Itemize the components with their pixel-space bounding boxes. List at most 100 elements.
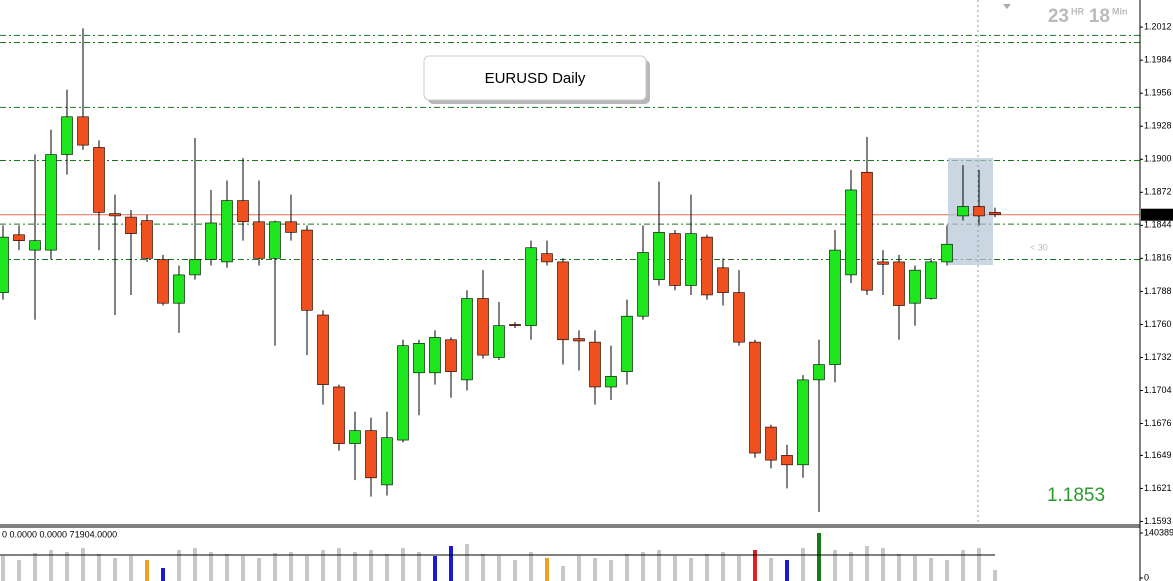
volume-bar — [177, 549, 181, 581]
y-tick-label: 1.1788 — [1144, 286, 1172, 296]
candle-body — [189, 259, 201, 276]
candle-body — [813, 364, 825, 381]
volume-bar — [17, 559, 21, 581]
candle-body — [541, 253, 553, 263]
candle-body — [365, 430, 377, 479]
volume-bar — [33, 552, 37, 581]
title-box: EURUSD Daily — [423, 55, 650, 104]
volume-bar — [705, 553, 709, 581]
candle-body — [749, 341, 761, 454]
candle-body — [621, 315, 633, 372]
candle-body — [525, 247, 537, 326]
last-price-tag — [1141, 208, 1173, 221]
candle-body — [797, 379, 809, 466]
y-tick-label: 1.1956 — [1144, 88, 1172, 98]
y-tick-label: 1.1621 — [1144, 483, 1172, 493]
volume-bar — [673, 556, 677, 581]
candle-body — [349, 430, 361, 444]
volume-bar — [161, 567, 165, 581]
candle-body — [173, 274, 185, 304]
y-tick-label: 1.1676 — [1144, 418, 1172, 428]
last-price-big: 1.1853 — [1047, 485, 1105, 506]
candle-body — [413, 343, 425, 374]
candle-body — [925, 261, 937, 299]
y-tick-label: 1.1760 — [1144, 319, 1172, 329]
candle-body — [909, 269, 921, 304]
volume-bar — [545, 557, 549, 581]
candle-body — [493, 325, 505, 358]
y-tick-label: 1.1593 — [1144, 516, 1172, 526]
volume-bar — [961, 549, 965, 581]
candle-body — [317, 314, 329, 385]
volume-bar — [513, 559, 517, 581]
candle-body — [205, 222, 217, 260]
shift-marker — [1003, 4, 1011, 9]
candle-body — [109, 213, 121, 217]
volume-bar — [257, 557, 261, 581]
candle-body — [429, 337, 441, 374]
candle-body — [509, 324, 521, 326]
volume-bar — [897, 553, 901, 581]
candle-body — [61, 116, 73, 155]
chart-title: EURUSD Daily — [485, 70, 586, 87]
volume-bar — [865, 546, 869, 581]
volume-bar — [129, 556, 133, 581]
candle-body — [973, 206, 985, 217]
candle-body — [477, 298, 489, 356]
candle-body — [989, 212, 1001, 216]
volume-bar — [449, 546, 453, 581]
candle-body — [445, 339, 457, 372]
y-tick-label: 1.1872 — [1144, 187, 1172, 197]
volume-bar — [993, 569, 997, 581]
volume-bar — [433, 556, 437, 581]
y-tick-label: 1.1928 — [1144, 121, 1172, 131]
volume-bar — [945, 559, 949, 581]
candle-body — [941, 243, 953, 263]
volume-bar — [817, 533, 821, 581]
title-panel — [423, 55, 647, 101]
candle-body — [381, 437, 393, 486]
y-tick-label: 1.1844 — [1144, 220, 1172, 230]
candle-body — [125, 216, 137, 234]
candle-body — [701, 236, 713, 296]
volume-bar — [1, 556, 5, 581]
volume-bar — [81, 547, 85, 581]
volume-bar — [49, 549, 53, 581]
timer-hours: 23 — [1048, 6, 1069, 27]
candle-body — [93, 147, 105, 213]
candle-body — [893, 261, 905, 306]
candle-body — [637, 252, 649, 317]
candle-body — [829, 249, 841, 365]
volume-bar — [385, 553, 389, 581]
candle-body — [461, 298, 473, 381]
volume-bar — [721, 552, 725, 581]
y-tick-label: 1.1732 — [1144, 352, 1172, 362]
candle-body — [157, 259, 169, 304]
volume-bar — [977, 547, 981, 581]
volume-bar — [785, 559, 789, 581]
candle-body — [29, 240, 41, 251]
volume-bar — [769, 557, 773, 581]
volume-bar — [849, 552, 853, 581]
candle-body — [717, 267, 729, 293]
candle-body — [253, 221, 265, 259]
volume-bar — [641, 552, 645, 581]
volume-bar — [97, 553, 101, 581]
candle-body — [13, 234, 25, 241]
volume-bar — [689, 557, 693, 581]
volume-bar — [273, 552, 277, 581]
candle-body — [237, 200, 249, 223]
candle-body — [333, 386, 345, 444]
candle-body — [877, 261, 889, 265]
volume-bar — [193, 547, 197, 581]
candle-body — [733, 292, 745, 343]
volume-header: 0 0.0000 0.0000 71904.0000 — [2, 529, 117, 539]
annotation: < 30 — [1030, 242, 1048, 252]
volume-bar — [737, 556, 741, 581]
y-tick-label: 1.1984 — [1144, 55, 1172, 65]
candle-body — [45, 154, 57, 251]
volume-bar — [369, 549, 373, 581]
candle-body — [221, 200, 233, 263]
candle-body — [269, 221, 281, 259]
volume-tick-label: 0 — [1144, 572, 1149, 581]
